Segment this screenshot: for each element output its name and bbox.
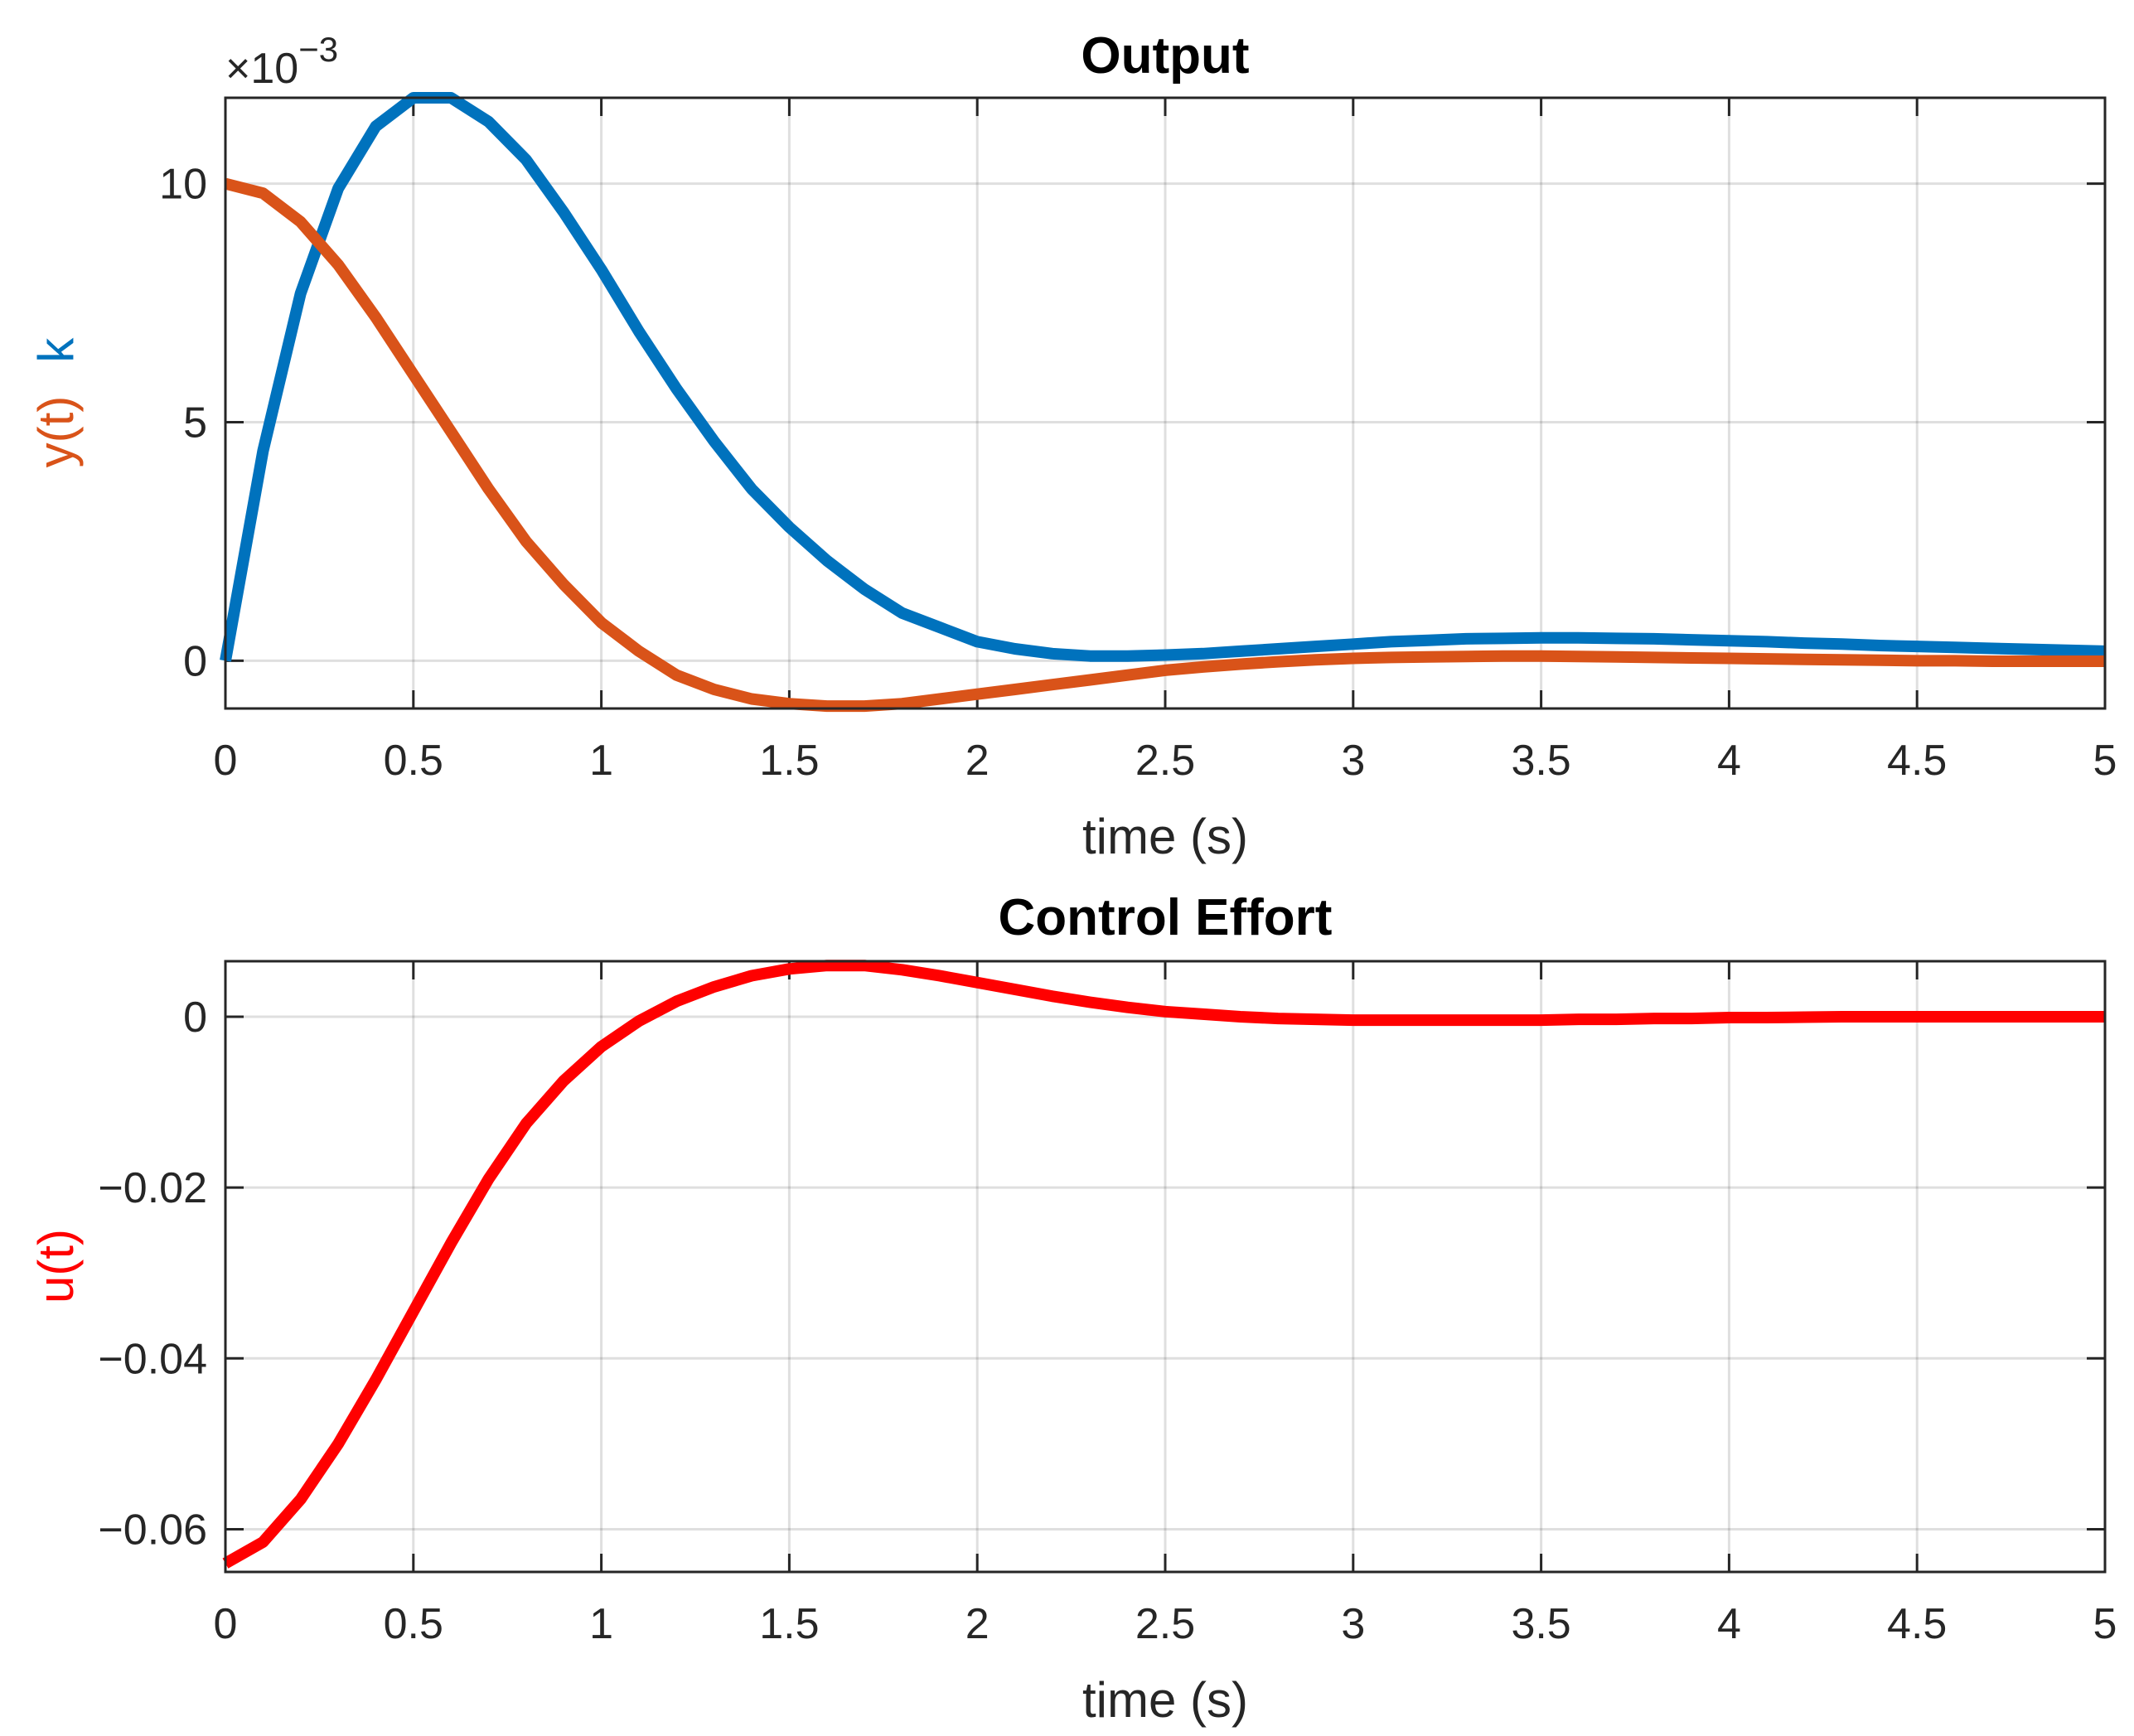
output-y-axis-label-y: y(t): [28, 396, 84, 468]
control-effort-x-axis-label: time (s): [1082, 1672, 1248, 1728]
control-effort-series: [222, 960, 2105, 1569]
output-y-tick-label: 10: [159, 161, 207, 209]
output-x-tick-label: 2.5: [1135, 737, 1195, 785]
output-y-exponent: ×10−3: [225, 30, 338, 93]
output-axes: 0 0.5 1 1.5 2 2.5 3 3.5 4 4.5 5 0 5 10 Output time (…: [28, 27, 2117, 864]
output-x-tick-label: 5: [2093, 737, 2117, 785]
output-y-exponent-power: −3: [298, 30, 338, 69]
control-effort-y-tick-labels: −0.06 −0.04 −0.02 0: [98, 994, 207, 1554]
control-effort-y-tick-label: −0.04: [98, 1335, 207, 1383]
control-effort-ticks: [224, 961, 2107, 1572]
output-x-tick-label: 4: [1717, 737, 1741, 785]
control-effort-x-tick-labels: 0 0.5 1 1.5 2 2.5 3 3.5 4 4.5 5: [214, 1600, 2117, 1648]
control-effort-axes: 0 0.5 1 1.5 2 2.5 3 3.5 4 4.5 5 −0.06 −0.04 −0.02 0 C…: [28, 889, 2117, 1728]
output-x-tick-label: 0.5: [384, 737, 443, 785]
control-effort-x-tick-label: 3: [1341, 1600, 1365, 1648]
output-series: [220, 92, 2106, 713]
control-effort-axes-box: [224, 960, 2107, 1574]
output-x-tick-label: 3: [1341, 737, 1365, 785]
control-effort-x-tick-label: 4.5: [1887, 1600, 1947, 1648]
control-effort-x-tick-label: 2.5: [1135, 1600, 1195, 1648]
output-series-line-k: [220, 92, 2106, 662]
control-effort-x-tick-label: 2: [965, 1600, 990, 1648]
control-effort-y-axis-label-u: u(t): [28, 1229, 84, 1303]
output-x-tick-label: 1.5: [759, 737, 819, 785]
output-x-tick-label: 1: [589, 737, 613, 785]
output-x-tick-label: 2: [965, 737, 990, 785]
output-y-exponent-base: ×10: [225, 45, 298, 93]
output-y-axis-label-k: k: [28, 337, 84, 363]
control-effort-y-tick-label: −0.02: [98, 1164, 207, 1212]
output-title: Output: [1081, 27, 1249, 85]
control-effort-y-axis-label: u(t): [28, 1229, 84, 1303]
control-effort-x-tick-label: 1: [589, 1600, 613, 1648]
output-x-axis-label: time (s): [1082, 809, 1248, 864]
output-x-tick-label: 3.5: [1511, 737, 1570, 785]
output-y-tick-labels: 0 5 10: [159, 161, 207, 686]
control-effort-x-tick-label: 4: [1717, 1600, 1741, 1648]
output-x-tick-label: 4.5: [1887, 737, 1947, 785]
control-effort-x-tick-label: 0.5: [384, 1600, 443, 1648]
control-effort-plot-area: [225, 961, 2105, 1572]
output-y-tick-label: 5: [183, 399, 207, 447]
control-effort-x-tick-label: 5: [2093, 1600, 2117, 1648]
output-axes-box: [224, 96, 2107, 710]
control-effort-y-tick-label: 0: [183, 994, 207, 1042]
output-series-line-yt: [224, 177, 2105, 713]
output-y-axis-label: y(t) k: [28, 337, 84, 468]
output-plot-area: [225, 98, 2105, 708]
output-x-tick-label: 0: [214, 737, 238, 785]
control-effort-y-tick-label: −0.06: [98, 1506, 207, 1554]
output-y-tick-label: 0: [183, 637, 207, 685]
output-x-tick-labels: 0 0.5 1 1.5 2 2.5 3 3.5 4 4.5 5: [214, 737, 2117, 785]
control-effort-x-tick-label: 1.5: [759, 1600, 819, 1648]
control-effort-series-line-ut: [222, 960, 2105, 1569]
control-effort-title: Control Effort: [999, 889, 1333, 946]
control-effort-x-tick-label: 3.5: [1511, 1600, 1570, 1648]
control-effort-x-tick-label: 0: [214, 1600, 238, 1648]
